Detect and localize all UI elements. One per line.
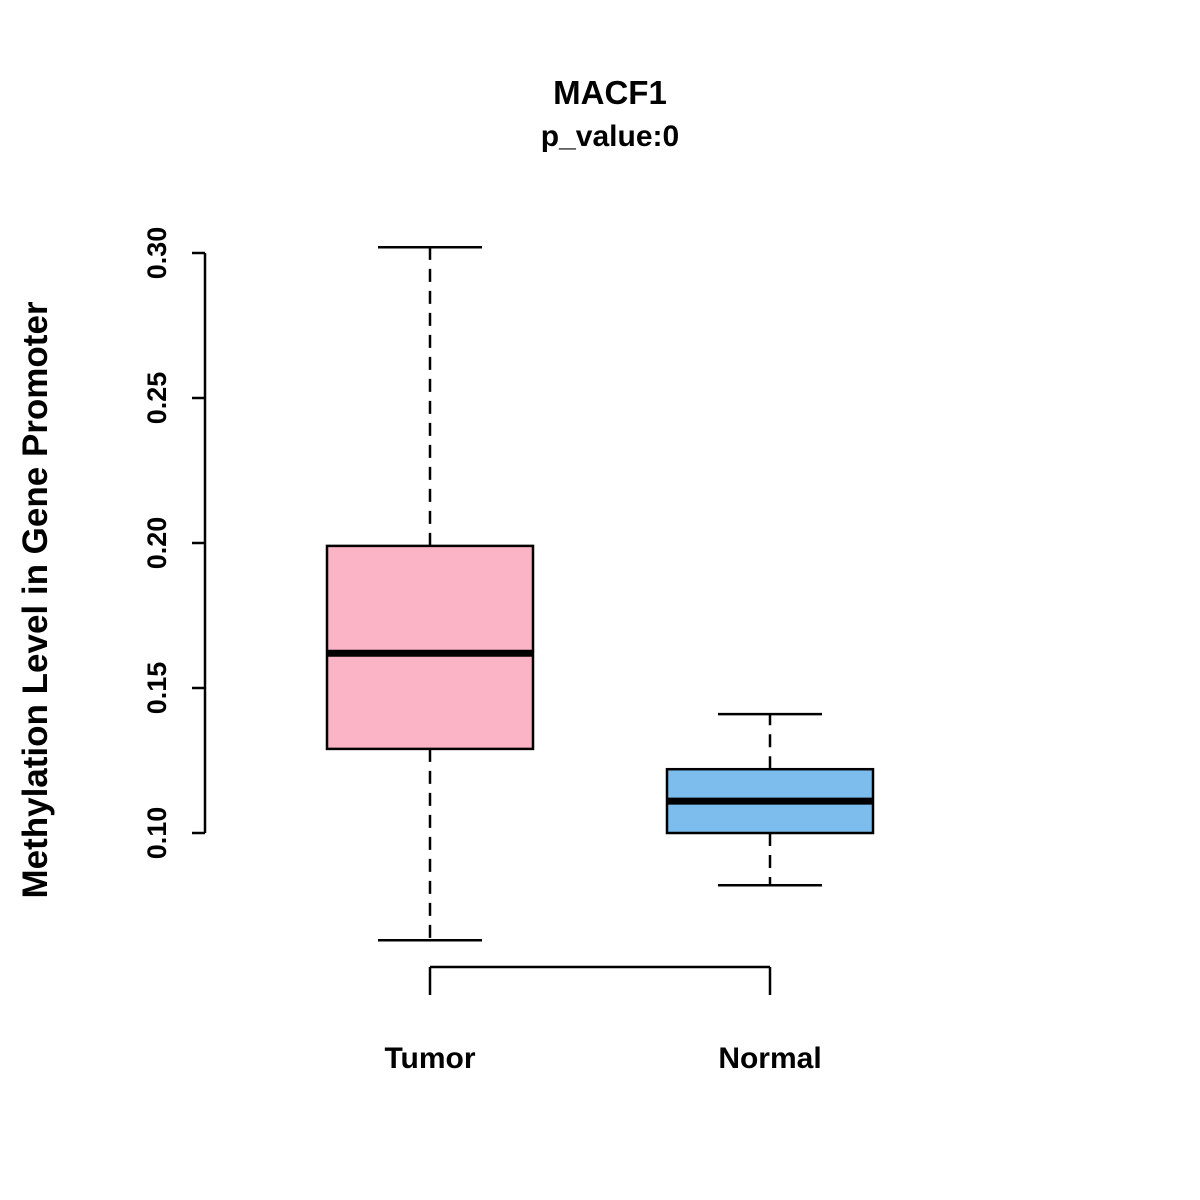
- chart-subtitle: p_value:0: [540, 120, 680, 153]
- iqr-box: [325, 544, 535, 751]
- y-tick-label: 0.15: [142, 662, 172, 715]
- y-tick-label: 0.30: [142, 227, 172, 280]
- y-tick-label: 0.25: [142, 372, 172, 425]
- y-tick-label: 0.10: [142, 807, 172, 860]
- x-category-label: Normal: [718, 1042, 821, 1075]
- x-category-label: Tumor: [384, 1042, 475, 1075]
- y-tick-label: 0.20: [142, 517, 172, 570]
- box-group-normal: [665, 712, 875, 887]
- box-group-tumor: [325, 245, 535, 942]
- chart-title: MACF1: [553, 74, 667, 111]
